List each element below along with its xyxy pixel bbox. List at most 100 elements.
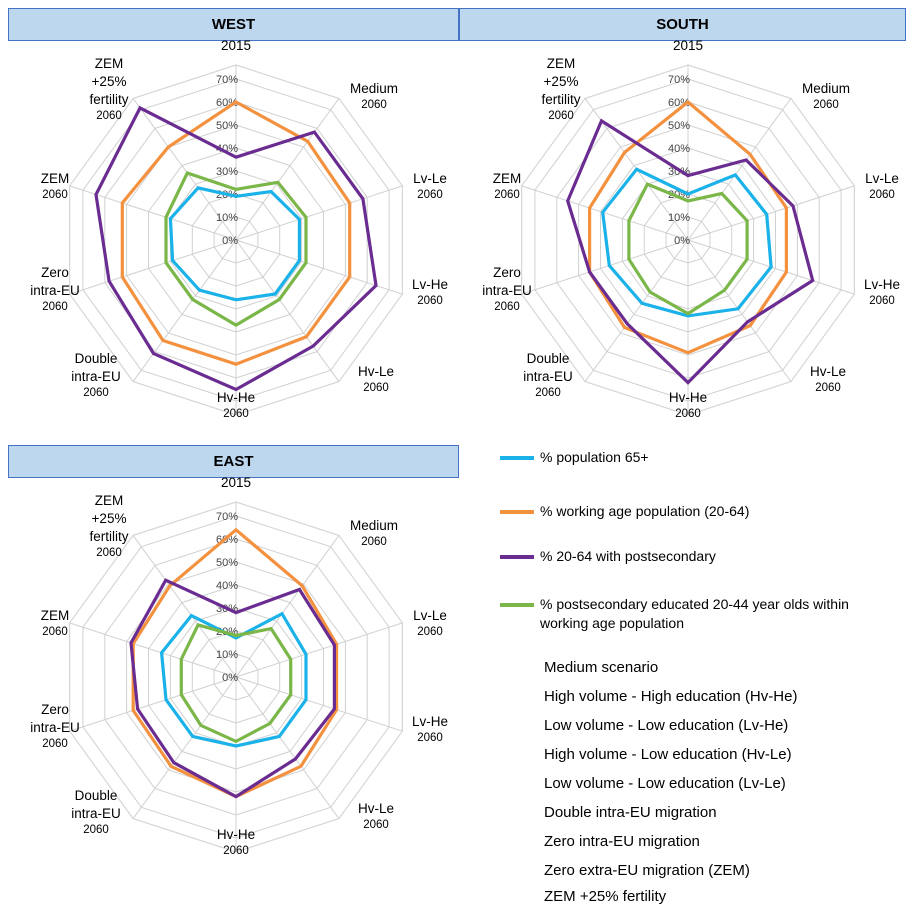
axis-label-line: fertility [541,92,580,107]
axis-spoke [235,535,340,678]
axis-label-line: 2060 [548,110,574,122]
axis-label-line: 2060 [83,824,109,836]
axis-label-line: intra-EU [482,283,532,298]
axis-label: Hv-He 2060 [217,827,255,857]
axis-label: Zero intra-EU 2060 [30,265,80,313]
axis-label-line: 2060 [417,295,443,307]
axis-label-line: +25% [92,511,127,526]
tick-label: 70% [216,511,238,523]
axis-label: ZEM +25% fertility 2060 [541,56,580,122]
tick-label: 30% [216,166,238,178]
axis-label-line: 2060 [223,408,249,420]
axis-label-line: Hv-He [669,390,707,405]
axis-label-line: 2060 [83,387,109,399]
axis-label: Lv-Le 2060 [413,171,447,201]
tick-label: 10% [668,212,690,224]
scenario-hv-he: High volume - High education (Hv-He) [544,688,798,705]
axis-label-line: intra-EU [71,806,121,821]
axis-label-line: 2060 [869,189,895,201]
scenario-zem-fertility: ZEM +25% fertility [544,888,667,905]
axis-label: Zero intra-EU 2060 [482,265,532,313]
axis-label-line: Medium [350,81,398,96]
legend-label: % postsecondary educated 20-44 year olds… [540,596,849,631]
axis-label-line: 2060 [361,99,387,111]
axis-label-line: 2060 [96,547,122,559]
axis-label: Lv-He 2060 [412,714,448,744]
axis-label-line: +25% [544,74,579,89]
axis-label: 2015 [221,38,251,53]
series-line [601,167,773,318]
axis-label: Hv-Le 2060 [358,801,394,831]
legend-swatch [500,603,534,607]
axis-label-line: 2015 [221,38,251,53]
axis-label-line: intra-EU [30,720,80,735]
axis-spoke [132,239,237,382]
axis-label-line: ZEM [41,608,70,623]
axis-label-line: fertility [89,529,128,544]
axis-label-line: Lv-Le [413,171,447,186]
axis-label-line: 2015 [673,38,703,53]
axis-label-line: Zero [493,265,521,280]
series-line [565,118,815,385]
axis-label: Double intra-EU 2060 [523,351,573,399]
axis-spoke [584,239,689,382]
axis-label-line: 2060 [494,189,520,201]
axis-spoke [69,239,237,295]
axis-label-line: 2060 [813,99,839,111]
axis-label-line: Zero [41,702,69,717]
series-line [120,100,352,366]
axis-spoke [235,239,340,382]
axis-label-line: Medium [802,81,850,96]
axis-label-line: 2015 [221,475,251,490]
axis-label-line: Zero [41,265,69,280]
axis-label: Medium 2060 [802,81,850,111]
axis-label-line: 2060 [535,387,561,399]
axis-label-line: ZEM [95,493,124,508]
axis-label: Hv-He 2060 [217,390,255,420]
series-line [179,622,293,744]
axis-label-line: 2060 [42,301,68,313]
tick-label: 50% [216,557,238,569]
axis-label: Hv-Le 2060 [810,364,846,394]
scenario-lv-le: Low volume - Low education (Lv-Le) [544,775,786,792]
axis-label: 2015 [673,38,703,53]
legend-label: % population 65+ [540,449,649,465]
axis-label: Medium 2060 [350,518,398,548]
axis-label-line: 2060 [361,536,387,548]
axis-label-line: +25% [92,74,127,89]
axis-spoke [687,185,855,241]
axis-label-line: intra-EU [71,369,121,384]
axis-label-line: 2060 [42,626,68,638]
axis-label: Double intra-EU 2060 [71,351,121,399]
axis-spoke [69,676,237,732]
axis-label-line: Hv-Le [358,801,394,816]
axis-label-line: 2060 [675,408,701,420]
axis-label-line: ZEM [547,56,576,71]
legend-swatch [500,510,534,514]
tick-label: 10% [216,649,238,661]
axis-label-line: ZEM [41,171,70,186]
axis-spoke [687,98,792,241]
axis-label: ZEM +25% fertility 2060 [89,56,128,122]
legend-label: % 20-64 with postsecondary [540,548,716,564]
tick-label: 0% [674,235,690,247]
axis-label: ZEM +25% fertility 2060 [89,493,128,559]
axis-spoke [132,535,237,678]
scenario-double-intra-eu: Double intra-EU migration [544,804,717,821]
axis-label-line: intra-EU [30,283,80,298]
series-line [587,99,789,355]
region-header-south: SOUTH [459,8,906,41]
scenario-zem: Zero extra-EU migration (ZEM) [544,862,750,879]
scenario-lv-he: Low volume - Low education (Lv-He) [544,717,789,734]
series-line [627,182,749,316]
legend-swatch [500,555,534,559]
axis-label-line: 2060 [42,189,68,201]
tick-label: 50% [216,120,238,132]
axis-label-line: Double [527,351,570,366]
axis-spoke [235,676,340,819]
legend-swatch [500,456,534,460]
tick-label: 70% [668,74,690,86]
